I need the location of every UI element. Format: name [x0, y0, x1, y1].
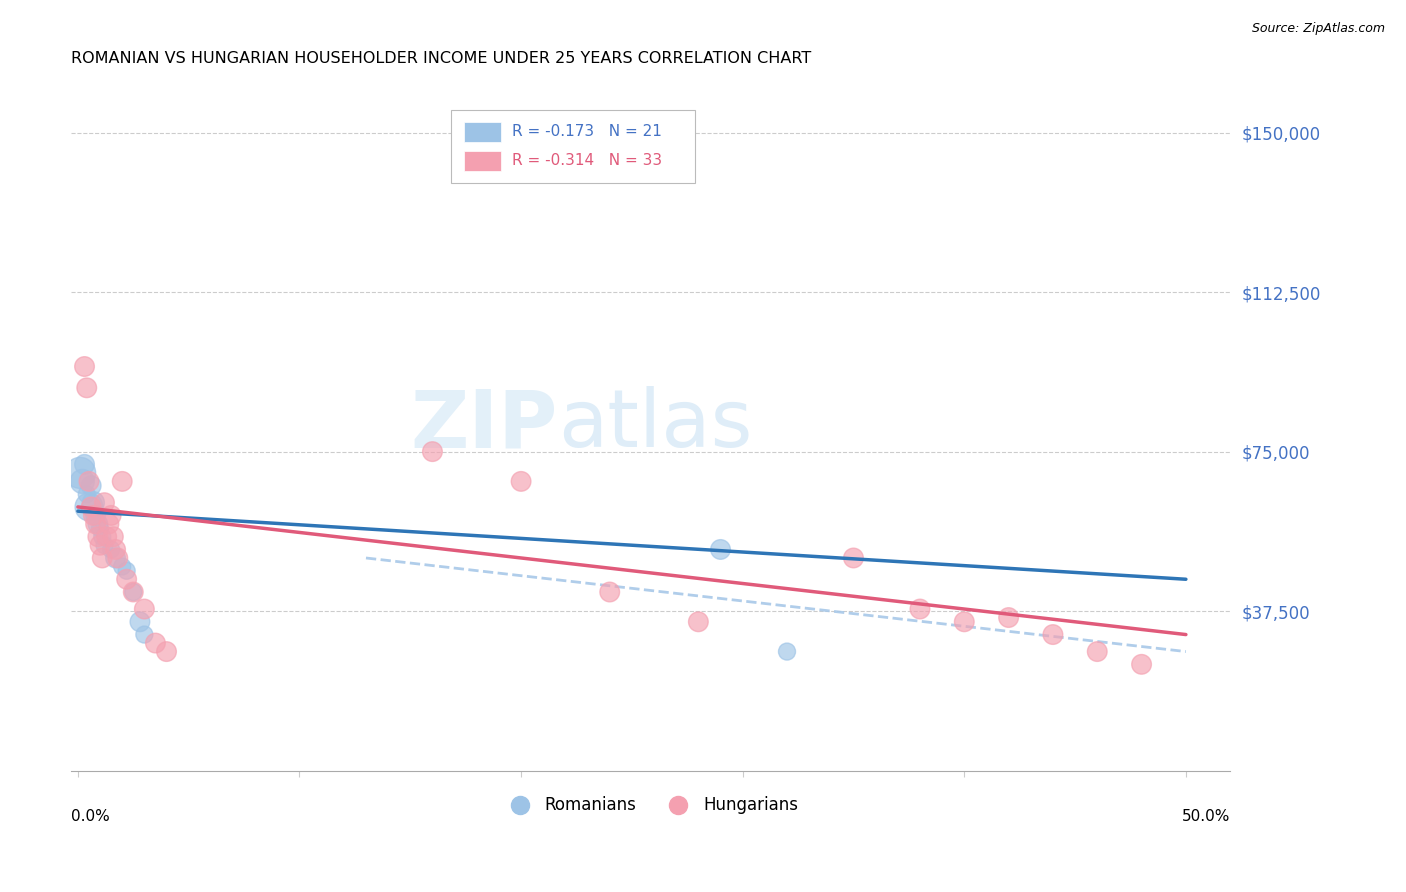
Point: [134, 627, 156, 641]
Point: [73, 458, 96, 472]
Point: [145, 636, 167, 650]
Point: [77, 475, 100, 489]
Text: ZIP: ZIP: [411, 386, 558, 464]
Text: Source: ZipAtlas.com: Source: ZipAtlas.com: [1251, 22, 1385, 36]
Point: [776, 644, 799, 658]
Point: [80, 478, 103, 492]
Point: [89, 521, 111, 535]
Point: [76, 381, 98, 395]
Point: [1042, 627, 1064, 641]
Point: [73, 359, 96, 374]
Text: atlas: atlas: [558, 386, 752, 464]
Point: [87, 516, 110, 531]
FancyBboxPatch shape: [464, 122, 501, 142]
Point: [953, 615, 976, 629]
Point: [84, 508, 107, 523]
Point: [510, 475, 533, 489]
Text: ROMANIAN VS HUNGARIAN HOUSEHOLDER INCOME UNDER 25 YEARS CORRELATION CHART: ROMANIAN VS HUNGARIAN HOUSEHOLDER INCOME…: [72, 51, 811, 66]
Point: [104, 542, 127, 557]
Point: [111, 475, 134, 489]
Point: [72, 475, 94, 489]
Point: [107, 551, 129, 566]
Point: [93, 496, 115, 510]
Point: [709, 542, 731, 557]
Point: [80, 500, 103, 514]
Point: [100, 508, 122, 523]
FancyBboxPatch shape: [451, 111, 695, 183]
Text: R = -0.173   N = 21: R = -0.173 N = 21: [512, 124, 662, 139]
Point: [104, 551, 127, 566]
Point: [1085, 644, 1108, 658]
Point: [122, 585, 145, 599]
Text: 0.0%: 0.0%: [72, 809, 110, 823]
Point: [111, 559, 134, 574]
Text: 50.0%: 50.0%: [1182, 809, 1230, 823]
Point: [688, 615, 710, 629]
Point: [91, 551, 114, 566]
Point: [87, 530, 110, 544]
Point: [82, 496, 104, 510]
Point: [155, 644, 177, 658]
Point: [76, 487, 98, 501]
Point: [115, 564, 138, 578]
Point: [84, 516, 107, 531]
Point: [1130, 657, 1153, 672]
Point: [115, 572, 138, 586]
Point: [93, 538, 115, 552]
Point: [69, 466, 91, 480]
Point: [908, 602, 931, 616]
Point: [82, 508, 104, 523]
Point: [89, 538, 111, 552]
Text: R = -0.314   N = 33: R = -0.314 N = 33: [512, 153, 662, 169]
FancyBboxPatch shape: [464, 152, 501, 170]
Point: [422, 444, 444, 458]
Point: [91, 530, 114, 544]
Point: [77, 500, 100, 514]
Legend: Romanians, Hungarians: Romanians, Hungarians: [496, 789, 806, 822]
Point: [122, 585, 145, 599]
Point: [103, 530, 125, 544]
Point: [129, 615, 152, 629]
Point: [842, 551, 865, 566]
Point: [100, 542, 122, 557]
Point: [97, 516, 120, 531]
Point: [599, 585, 621, 599]
Point: [134, 602, 156, 616]
Point: [96, 530, 118, 544]
Point: [997, 610, 1019, 624]
